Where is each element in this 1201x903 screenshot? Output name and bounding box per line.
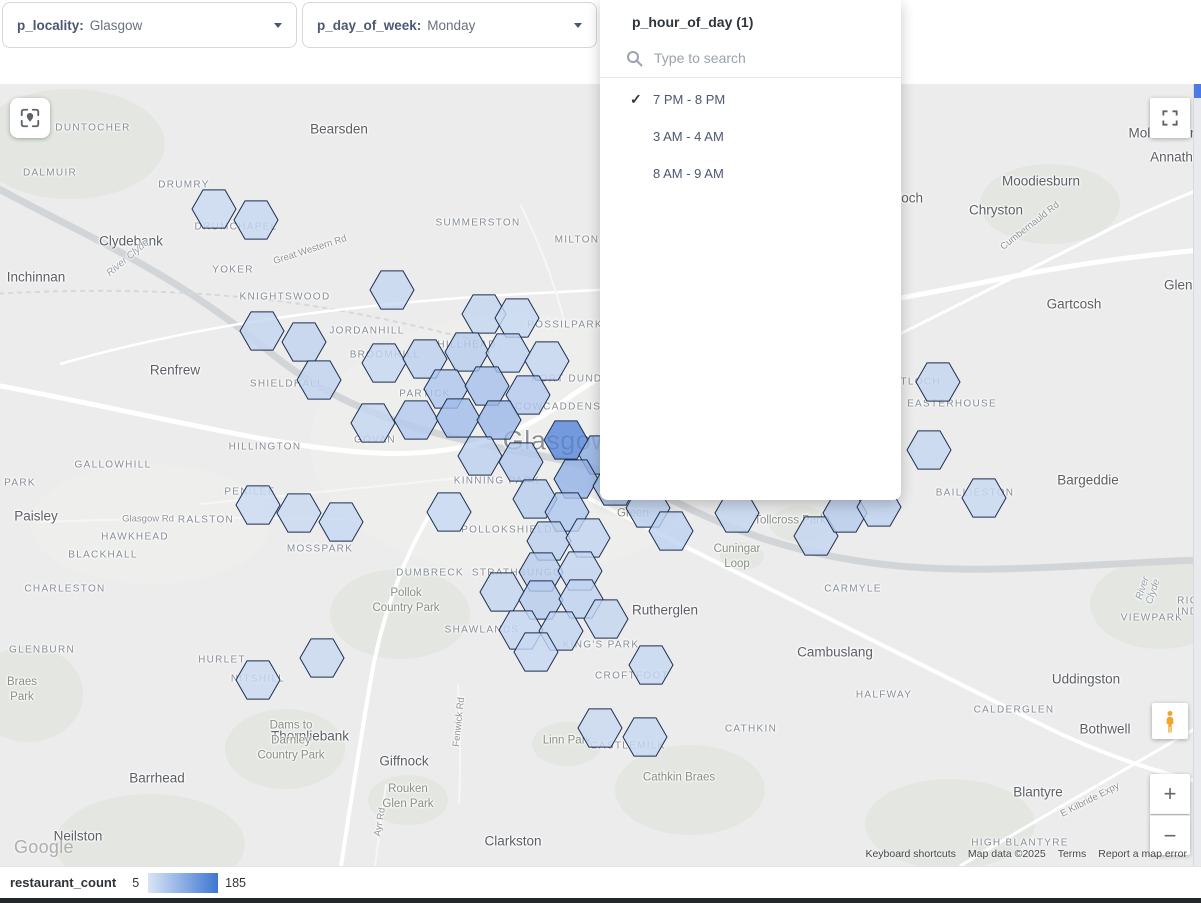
hex-bin[interactable] bbox=[276, 493, 322, 533]
check-icon: ✓ bbox=[630, 91, 642, 107]
hex-bin[interactable] bbox=[461, 294, 507, 334]
hour-option-label: 7 PM - 8 PM bbox=[653, 92, 726, 107]
plus-icon: + bbox=[1163, 781, 1177, 806]
basemap bbox=[0, 84, 1193, 866]
hex-bin[interactable] bbox=[577, 708, 623, 748]
hex-bin[interactable] bbox=[505, 375, 551, 415]
railway bbox=[0, 289, 501, 347]
legend-bar: restaurant_count 5 185 bbox=[0, 866, 1201, 898]
fullscreen-button[interactable] bbox=[1150, 98, 1190, 138]
chevron-down-icon bbox=[274, 22, 282, 28]
hex-bin[interactable] bbox=[512, 479, 558, 519]
terrain-layer bbox=[0, 89, 1193, 866]
hour-option[interactable]: 8 AM - 9 AM bbox=[600, 155, 901, 192]
hex-bin[interactable] bbox=[299, 638, 345, 678]
hex-bin[interactable] bbox=[318, 502, 364, 542]
hex-bin[interactable] bbox=[526, 521, 572, 561]
hex-layer bbox=[191, 189, 1007, 757]
hex-bin[interactable] bbox=[628, 645, 674, 685]
hex-bin[interactable] bbox=[648, 511, 694, 551]
hex-bin[interactable] bbox=[350, 403, 396, 443]
hex-bin[interactable] bbox=[235, 485, 281, 525]
pegman-icon bbox=[1166, 711, 1174, 733]
minus-icon: − bbox=[1163, 822, 1177, 848]
fullscreen-icon bbox=[1162, 110, 1178, 126]
hex-bin[interactable] bbox=[961, 478, 1007, 518]
hex-bin[interactable] bbox=[239, 311, 285, 351]
hour-options: ✓ 7 PM - 8 PM 3 AM - 4 AM 8 AM - 9 AM bbox=[600, 78, 901, 192]
hex-bin[interactable] bbox=[915, 362, 961, 402]
hex-bin[interactable] bbox=[565, 518, 611, 558]
dropdown-title: p_hour_of_day (1) bbox=[632, 14, 754, 30]
hex-bin[interactable] bbox=[906, 430, 952, 470]
hex-bin[interactable] bbox=[426, 492, 472, 532]
hex-bin[interactable] bbox=[543, 420, 589, 460]
hex-bin[interactable] bbox=[583, 599, 629, 639]
map-data-text: Map data ©2025 bbox=[967, 848, 1046, 860]
legend-max: 185 bbox=[225, 875, 247, 890]
chevron-down-icon bbox=[574, 22, 582, 28]
hex-bin[interactable] bbox=[361, 343, 407, 383]
hex-bin[interactable] bbox=[233, 200, 279, 240]
hex-bin[interactable] bbox=[513, 632, 559, 672]
hour-option-label: 3 AM - 4 AM bbox=[653, 129, 724, 144]
filter-locality-value: Glasgow bbox=[89, 17, 143, 33]
google-logo: Google bbox=[14, 837, 74, 857]
bottom-edge-bar bbox=[0, 898, 1201, 903]
report-error-link[interactable]: Report a map error bbox=[1098, 848, 1187, 860]
legend-label: restaurant_count bbox=[10, 875, 117, 890]
hour-option[interactable]: ✓ 7 PM - 8 PM bbox=[600, 81, 901, 118]
scrollbar-thumb[interactable] bbox=[1194, 84, 1201, 98]
hex-bin[interactable] bbox=[524, 341, 570, 381]
zoom-in-button[interactable]: + bbox=[1150, 774, 1190, 814]
hex-bin[interactable] bbox=[553, 459, 599, 499]
my-location-control[interactable] bbox=[10, 98, 50, 138]
search-input[interactable] bbox=[652, 49, 866, 67]
hour-option[interactable]: 3 AM - 4 AM bbox=[600, 118, 901, 155]
filter-day-label: p_day_of_week: bbox=[317, 17, 422, 33]
filter-day-value: Monday bbox=[427, 17, 476, 33]
zoom-out-button[interactable]: − bbox=[1150, 815, 1190, 855]
hex-bin[interactable] bbox=[296, 360, 342, 400]
page-scrollbar[interactable] bbox=[1193, 84, 1201, 866]
location-frame-icon bbox=[20, 108, 40, 128]
legend-gradient bbox=[148, 872, 219, 893]
pegman-control[interactable] bbox=[1152, 703, 1188, 739]
attribution: Keyboard shortcuts Map data ©2025 Terms Rep… bbox=[865, 848, 1187, 860]
hex-bin[interactable] bbox=[235, 660, 281, 700]
map-area[interactable]: GlasgowBearsdenClydebankInchinnanRenfrew… bbox=[0, 84, 1193, 866]
hex-bin[interactable] bbox=[191, 189, 237, 229]
dropdown-search-row bbox=[600, 39, 901, 78]
hex-bin[interactable] bbox=[369, 270, 415, 310]
hex-bin[interactable] bbox=[494, 298, 540, 338]
filter-locality[interactable]: p_locality: Glasgow bbox=[2, 2, 297, 48]
hex-bin[interactable] bbox=[476, 400, 522, 440]
terms-link[interactable]: Terms bbox=[1057, 848, 1087, 860]
hex-bin[interactable] bbox=[457, 436, 503, 476]
filter-day-of-week[interactable]: p_day_of_week: Monday bbox=[302, 2, 597, 48]
hex-bin[interactable] bbox=[485, 333, 531, 373]
keyboard-shortcuts-link[interactable]: Keyboard shortcuts bbox=[865, 848, 956, 860]
filter-locality-label: p_locality: bbox=[17, 17, 84, 33]
hour-of-day-dropdown: p_hour_of_day (1) ✓ 7 PM - 8 PM 3 AM - 4 A… bbox=[600, 0, 901, 500]
hour-option-label: 8 AM - 9 AM bbox=[653, 166, 724, 181]
hex-bin[interactable] bbox=[393, 400, 439, 440]
legend-min: 5 bbox=[132, 875, 140, 890]
search-icon bbox=[627, 50, 643, 66]
hex-bin[interactable] bbox=[622, 717, 668, 757]
